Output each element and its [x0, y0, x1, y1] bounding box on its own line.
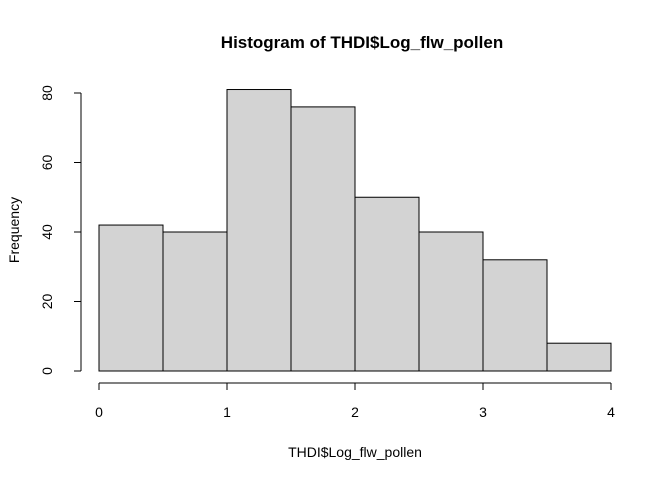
- histogram-bar-3: [226, 89, 292, 372]
- x-axis-label: THDI$Log_flw_pollen: [288, 444, 422, 460]
- histogram-bar-8: [546, 342, 612, 372]
- y-axis: 0 20 40 60 80: [39, 85, 82, 375]
- chart-title: Histogram of THDI$Log_flw_pollen: [221, 33, 503, 52]
- histogram-bar-6: [418, 231, 484, 372]
- histogram-bar-2: [162, 231, 228, 372]
- y-tick-label: 20: [39, 294, 55, 310]
- bars-group: [98, 89, 612, 372]
- histogram-bar-4: [290, 106, 356, 372]
- x-tick-label: 0: [95, 404, 103, 420]
- x-tick-label: 1: [223, 404, 231, 420]
- x-tick-label: 2: [351, 404, 359, 420]
- y-tick-label: 60: [39, 155, 55, 171]
- y-tick-label: 40: [39, 224, 55, 240]
- y-axis-label: Frequency: [6, 197, 22, 263]
- histogram-bar-5: [354, 196, 420, 372]
- y-tick-label: 80: [39, 85, 55, 101]
- histogram-bar-1: [98, 224, 164, 372]
- x-axis: 0 1 2 3 4: [95, 382, 615, 420]
- x-tick-label: 3: [479, 404, 487, 420]
- histogram-bar-7: [482, 259, 548, 372]
- y-tick-label: 0: [39, 367, 55, 375]
- x-tick-label: 4: [607, 404, 615, 420]
